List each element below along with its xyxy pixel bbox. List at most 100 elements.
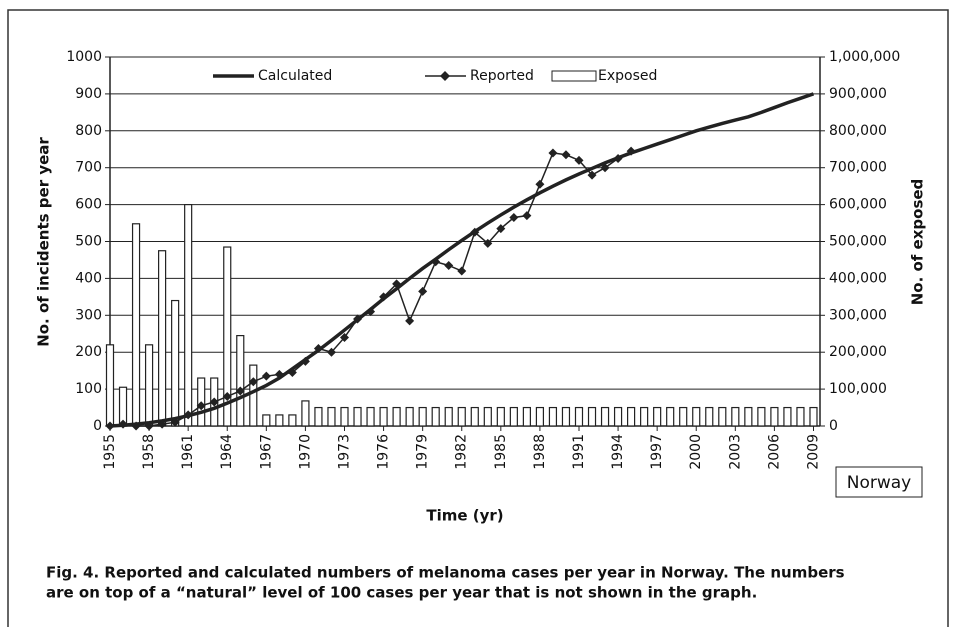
- x-tick-label: 2000: [688, 434, 704, 470]
- bar: [561, 406, 571, 427]
- bar: [314, 406, 323, 427]
- x-tick-label: 1991: [571, 434, 587, 470]
- legend-label: Calculated: [258, 68, 332, 84]
- bar: [666, 406, 675, 427]
- x-tick-label: 1994: [610, 434, 626, 470]
- marker: [392, 279, 402, 289]
- x-tick-label: 1958: [141, 434, 157, 470]
- marker: [509, 213, 519, 223]
- bar: [158, 250, 167, 427]
- marker: [157, 419, 167, 429]
- bar: [366, 406, 375, 427]
- bar: [262, 414, 271, 427]
- marker: [613, 153, 623, 163]
- bar: [587, 406, 597, 427]
- marker: [144, 421, 154, 431]
- y2-tick-label: 0: [829, 418, 838, 434]
- bar: [353, 406, 362, 427]
- frame: [7, 9, 949, 627]
- bar: [105, 344, 115, 427]
- y2-tick-label: 900,000: [829, 86, 887, 102]
- marker: [470, 227, 480, 237]
- bar: [444, 406, 453, 427]
- bar: [483, 406, 492, 427]
- marker: [444, 260, 454, 270]
- marker: [548, 148, 558, 158]
- y-tick-label: 100: [75, 381, 102, 397]
- bar: [731, 406, 740, 427]
- bar: [783, 406, 792, 427]
- y2-tick-label: 700,000: [829, 160, 887, 176]
- marker: [131, 421, 141, 431]
- marker: [339, 332, 349, 342]
- y-tick-label: 0: [93, 418, 102, 434]
- bar: [327, 406, 336, 427]
- y-axis-title: No. of incidents per year: [35, 137, 53, 347]
- bar: [131, 223, 141, 427]
- y2-tick-label: 400,000: [829, 270, 887, 286]
- bar: [627, 406, 636, 427]
- marker: [574, 155, 584, 165]
- marker: [418, 286, 428, 296]
- marker: [600, 163, 610, 173]
- bar: [679, 406, 688, 427]
- marker: [196, 401, 206, 411]
- caption-line: are on top of a “natural” level of 100 c…: [46, 584, 757, 602]
- x-tick-label: 1955: [102, 434, 118, 470]
- marker: [561, 150, 571, 160]
- marker: [183, 410, 193, 420]
- marker: [287, 367, 297, 377]
- y-tick-label: 500: [75, 234, 102, 250]
- bar: [653, 406, 662, 427]
- x-tick-label: 1973: [336, 434, 352, 470]
- bar: [144, 344, 154, 427]
- bar: [171, 299, 180, 427]
- x-tick-label: 1985: [493, 434, 509, 470]
- marker: [274, 369, 284, 379]
- marker: [496, 224, 506, 234]
- marker: [222, 391, 232, 401]
- marker: [261, 371, 271, 381]
- bar: [405, 406, 414, 427]
- bar: [340, 406, 349, 427]
- y-tick-label: 400: [75, 270, 102, 286]
- marker: [209, 397, 219, 407]
- bar: [275, 414, 284, 427]
- bar: [392, 406, 401, 427]
- bar: [770, 406, 779, 427]
- bar: [574, 406, 584, 427]
- bar: [535, 406, 545, 427]
- annotation-box: [835, 466, 923, 498]
- y-tick-label: 200: [75, 344, 102, 360]
- marker: [353, 314, 363, 324]
- bar: [548, 406, 558, 427]
- bar: [640, 406, 649, 427]
- x-axis-title: Time (yr): [426, 507, 503, 525]
- bar: [379, 406, 388, 427]
- legend-swatch: [551, 70, 597, 82]
- bar: [431, 406, 440, 427]
- bar: [223, 246, 232, 427]
- marker: [248, 377, 258, 387]
- bar: [496, 406, 505, 427]
- legend-label: Reported: [470, 68, 534, 84]
- y-tick-label: 300: [75, 307, 102, 323]
- marker: [405, 316, 415, 326]
- bar: [718, 406, 727, 427]
- bar: [757, 406, 766, 427]
- marker: [483, 238, 493, 248]
- y2-tick-label: 800,000: [829, 123, 887, 139]
- bar: [418, 406, 427, 427]
- x-tick-label: 1964: [219, 434, 235, 470]
- bar: [744, 406, 753, 427]
- y2-tick-label: 500,000: [829, 234, 887, 250]
- y-tick-label: 600: [75, 197, 102, 213]
- series-line: [109, 92, 815, 428]
- legend-label: Exposed: [598, 68, 657, 84]
- marker: [300, 356, 310, 366]
- bar: [613, 406, 623, 427]
- bar: [457, 406, 466, 427]
- bar: [236, 334, 245, 427]
- marker: [379, 292, 389, 302]
